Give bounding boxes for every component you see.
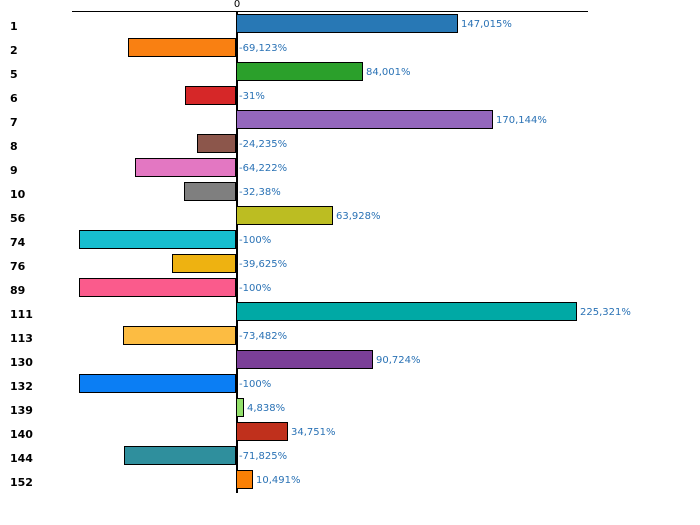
bar-74[interactable]: [79, 230, 236, 249]
bar-row: 111 225,321%: [0, 298, 700, 322]
bar-9[interactable]: [135, 158, 236, 177]
bar-value-label: 90,724%: [376, 355, 421, 366]
bar-row: 152 10,491%: [0, 466, 700, 490]
bar-2[interactable]: [128, 38, 236, 57]
category-label: 10: [10, 188, 26, 201]
bar-89[interactable]: [79, 278, 236, 297]
bar-130[interactable]: [236, 350, 373, 369]
zero-baseline-axis: [236, 11, 238, 493]
category-label: 130: [10, 356, 33, 369]
bar-value-label: 147,015%: [461, 19, 512, 30]
bar-5[interactable]: [236, 62, 363, 81]
bar-140[interactable]: [236, 422, 288, 441]
bar-row: 130 90,724%: [0, 346, 700, 370]
bar-value-label: 10,491%: [256, 475, 301, 486]
bar-row: 113 -73,482%: [0, 322, 700, 346]
bar-value-label: -32,38%: [239, 187, 281, 198]
category-label: 74: [10, 236, 26, 249]
bar-value-label: -31%: [239, 91, 265, 102]
category-label: 132: [10, 380, 33, 393]
category-label: 139: [10, 404, 33, 417]
bar-value-label: -39,625%: [239, 259, 288, 270]
bar-row: 132 -100%: [0, 370, 700, 394]
category-label: 6: [10, 92, 18, 105]
bar-value-label: -100%: [239, 379, 272, 390]
category-label: 140: [10, 428, 33, 441]
bar-6[interactable]: [185, 86, 236, 105]
bar-152[interactable]: [236, 470, 253, 489]
bar-10[interactable]: [184, 182, 236, 201]
bar-value-label: -64,222%: [239, 163, 288, 174]
bar-value-label: 34,751%: [291, 427, 336, 438]
top-axis-line: [72, 11, 588, 12]
bar-value-label: 225,321%: [580, 307, 631, 318]
bar-row: 89 -100%: [0, 274, 700, 298]
bar-row: 74 -100%: [0, 226, 700, 250]
bar-value-label: -24,235%: [239, 139, 288, 150]
bar-value-label: -69,123%: [239, 43, 288, 54]
bar-row: 6 -31%: [0, 82, 700, 106]
bar-value-label: -100%: [239, 283, 272, 294]
bar-row: 76 -39,625%: [0, 250, 700, 274]
category-label: 2: [10, 44, 18, 57]
bar-111[interactable]: [236, 302, 577, 321]
bar-144[interactable]: [124, 446, 236, 465]
bar-row: 139 4,838%: [0, 394, 700, 418]
category-label: 9: [10, 164, 18, 177]
bar-8[interactable]: [197, 134, 236, 153]
bar-132[interactable]: [79, 374, 236, 393]
bar-row: 2 -69,123%: [0, 34, 700, 58]
bar-row: 9 -64,222%: [0, 154, 700, 178]
bar-row: 8 -24,235%: [0, 130, 700, 154]
bar-7[interactable]: [236, 110, 493, 129]
bar-139[interactable]: [236, 398, 244, 417]
bar-row: 140 34,751%: [0, 418, 700, 442]
zero-tick-label: 0: [233, 0, 241, 10]
bar-row: 7 170,144%: [0, 106, 700, 130]
category-label: 76: [10, 260, 26, 273]
bar-value-label: -71,825%: [239, 451, 288, 462]
category-label: 111: [10, 308, 33, 321]
bar-76[interactable]: [172, 254, 236, 273]
bar-row: 5 84,001%: [0, 58, 700, 82]
category-label: 89: [10, 284, 26, 297]
category-label: 56: [10, 212, 26, 225]
bar-value-label: 63,928%: [336, 211, 381, 222]
category-label: 1: [10, 20, 18, 33]
bar-value-label: 170,144%: [496, 115, 547, 126]
category-label: 8: [10, 140, 18, 153]
category-label: 7: [10, 116, 18, 129]
bar-56[interactable]: [236, 206, 333, 225]
bar-value-label: 4,838%: [247, 403, 286, 414]
bar-1[interactable]: [236, 14, 458, 33]
bar-row: 144 -71,825%: [0, 442, 700, 466]
bar-row: 56 63,928%: [0, 202, 700, 226]
category-label: 5: [10, 68, 18, 81]
bar-113[interactable]: [123, 326, 236, 345]
category-label: 152: [10, 476, 33, 489]
category-label: 144: [10, 452, 33, 465]
bar-value-label: -100%: [239, 235, 272, 246]
bar-value-label: 84,001%: [366, 67, 411, 78]
bar-row: 1 147,015%: [0, 10, 700, 34]
bar-row: 10 -32,38%: [0, 178, 700, 202]
bar-value-label: -73,482%: [239, 331, 288, 342]
category-label: 113: [10, 332, 33, 345]
